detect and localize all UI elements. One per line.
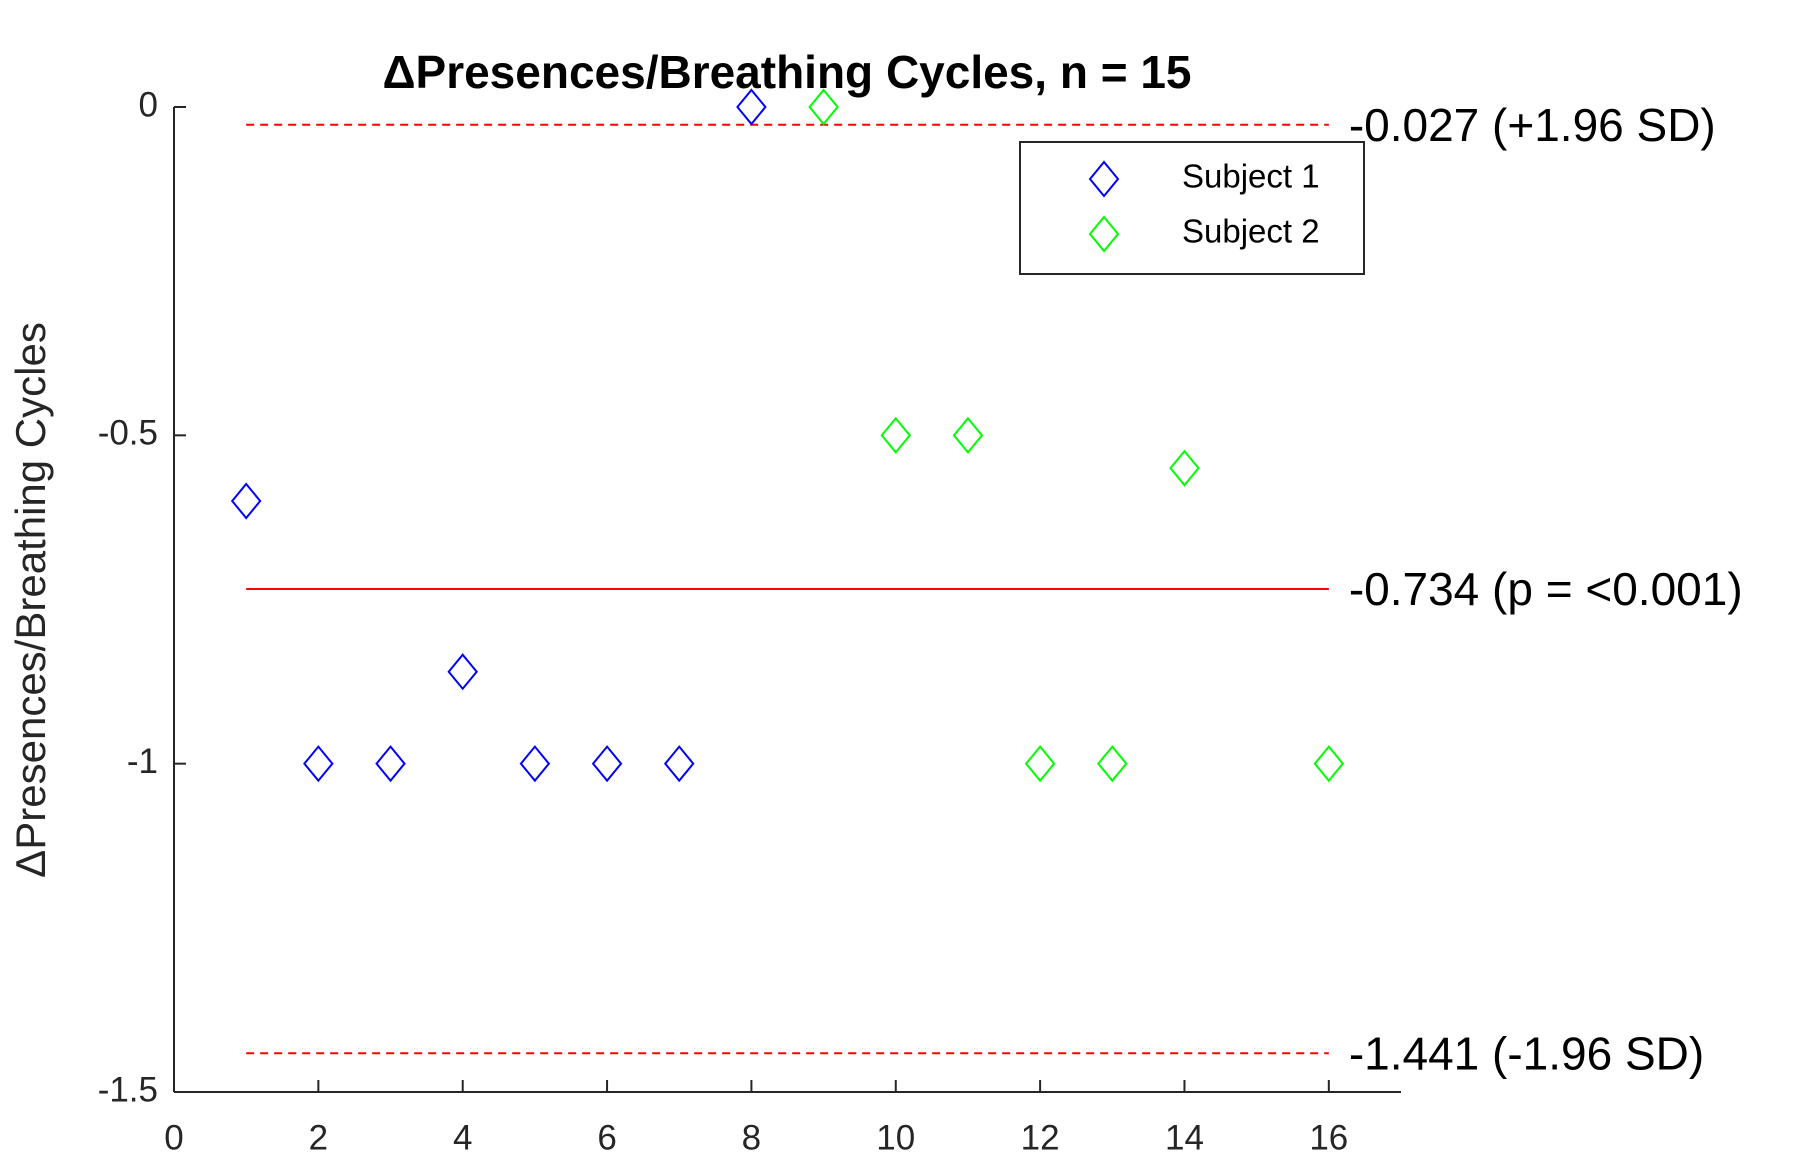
x-tick-label: 0 bbox=[164, 1118, 183, 1157]
point bbox=[1096, 745, 1128, 783]
chart-title: ΔPresences/Breathing Cycles, n = 15 bbox=[382, 46, 1191, 98]
x-tick-label: 4 bbox=[453, 1118, 472, 1157]
legend-box bbox=[1019, 141, 1365, 275]
x-tick-label: 6 bbox=[597, 1118, 616, 1157]
point bbox=[447, 653, 479, 691]
x-tick-label: 14 bbox=[1165, 1118, 1204, 1157]
point bbox=[1313, 745, 1345, 783]
legend-label: Subject 1 bbox=[1182, 158, 1320, 195]
point bbox=[230, 482, 262, 520]
reference-label: -0.027 (+1.96 SD) bbox=[1349, 99, 1716, 151]
point bbox=[1024, 745, 1056, 783]
point bbox=[375, 745, 406, 783]
x-tick-label: 12 bbox=[1021, 1118, 1060, 1157]
y-tick-label: 0 bbox=[139, 85, 158, 124]
y-axis-label: ΔPresences/Breathing Cycles bbox=[7, 322, 54, 878]
y-tick-label: -1.5 bbox=[98, 1070, 158, 1109]
point bbox=[1169, 449, 1200, 487]
x-tick-label: 16 bbox=[1309, 1118, 1348, 1157]
reference-label: -0.734 (p = <0.001) bbox=[1349, 563, 1743, 615]
point bbox=[952, 416, 984, 454]
point bbox=[736, 88, 767, 126]
y-tick-label: -0.5 bbox=[98, 414, 158, 453]
y-tick-label: -1 bbox=[127, 742, 158, 781]
x-tick-label: 10 bbox=[876, 1118, 915, 1157]
legend-marker bbox=[1088, 160, 1120, 198]
legend-label: Subject 2 bbox=[1182, 213, 1320, 250]
x-tick-label: 8 bbox=[742, 1118, 761, 1157]
point bbox=[808, 88, 839, 126]
point bbox=[303, 745, 334, 783]
point bbox=[663, 745, 695, 783]
point bbox=[591, 745, 623, 783]
point bbox=[880, 416, 912, 454]
x-tick-label: 2 bbox=[309, 1118, 328, 1157]
reference-label: -1.441 (-1.96 SD) bbox=[1349, 1027, 1704, 1079]
legend-marker bbox=[1088, 215, 1120, 253]
point bbox=[519, 745, 551, 783]
